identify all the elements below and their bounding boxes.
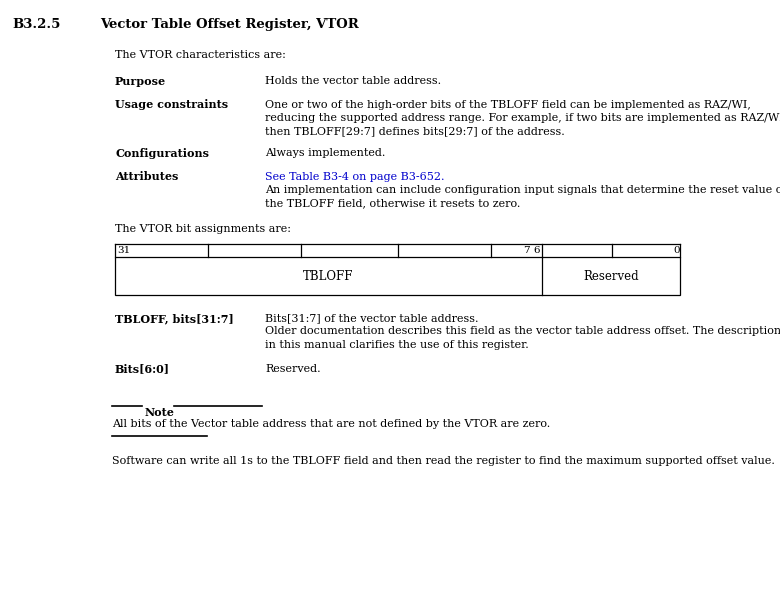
Text: An implementation can include configuration input signals that determine the res: An implementation can include configurat… — [265, 185, 780, 195]
Text: Bits[6:0]: Bits[6:0] — [115, 363, 170, 375]
Text: Reserved: Reserved — [583, 269, 639, 282]
Text: Software can write all 1s to the TBLOFF field and then read the register to find: Software can write all 1s to the TBLOFF … — [112, 456, 775, 466]
Text: Note: Note — [145, 407, 175, 418]
Text: Bits[31:7] of the vector table address.: Bits[31:7] of the vector table address. — [265, 313, 478, 323]
Text: One or two of the high-order bits of the TBLOFF field can be implemented as RAZ/: One or two of the high-order bits of the… — [265, 99, 751, 109]
Text: in this manual clarifies the use of this register.: in this manual clarifies the use of this… — [265, 340, 529, 350]
Text: Vector Table Offset Register, VTOR: Vector Table Offset Register, VTOR — [100, 18, 359, 31]
Text: 7 6: 7 6 — [523, 246, 540, 255]
Text: Configurations: Configurations — [115, 148, 209, 159]
Text: B3.2.5: B3.2.5 — [12, 18, 60, 31]
Text: reducing the supported address range. For example, if two bits are implemented a: reducing the supported address range. Fo… — [265, 113, 780, 123]
Text: TBLOFF, bits[31:7]: TBLOFF, bits[31:7] — [115, 313, 234, 324]
Text: The VTOR bit assignments are:: The VTOR bit assignments are: — [115, 224, 291, 234]
Text: Reserved.: Reserved. — [265, 363, 321, 374]
Text: Purpose: Purpose — [115, 76, 166, 87]
Text: Holds the vector table address.: Holds the vector table address. — [265, 76, 441, 86]
Text: the TBLOFF field, otherwise it resets to zero.: the TBLOFF field, otherwise it resets to… — [265, 199, 520, 209]
Text: All bits of the Vector table address that are not defined by the VTOR are zero.: All bits of the Vector table address tha… — [112, 419, 550, 429]
Text: Usage constraints: Usage constraints — [115, 99, 228, 111]
Bar — [115, 257, 680, 295]
Text: Attributes: Attributes — [115, 171, 179, 183]
Text: See Table B3-4 on page B3-652.: See Table B3-4 on page B3-652. — [265, 171, 445, 181]
Text: 0: 0 — [673, 246, 679, 255]
Text: then TBLOFF[29:7] defines bits[29:7] of the address.: then TBLOFF[29:7] defines bits[29:7] of … — [265, 126, 565, 137]
Text: Older documentation describes this field as the vector table address offset. The: Older documentation describes this field… — [265, 326, 780, 336]
Text: 31: 31 — [117, 246, 130, 255]
Text: Always implemented.: Always implemented. — [265, 148, 385, 158]
Text: The VTOR characteristics are:: The VTOR characteristics are: — [115, 50, 286, 60]
Text: TBLOFF: TBLOFF — [303, 269, 353, 282]
